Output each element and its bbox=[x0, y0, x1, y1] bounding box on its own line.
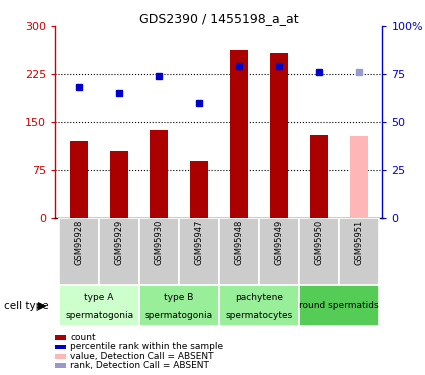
Bar bbox=[190, 161, 208, 218]
Bar bbox=[139, 217, 179, 285]
Bar bbox=[259, 217, 299, 285]
Text: value, Detection Call = ABSENT: value, Detection Call = ABSENT bbox=[70, 352, 214, 361]
Text: type B: type B bbox=[164, 293, 194, 302]
Text: GSM95929: GSM95929 bbox=[115, 219, 124, 265]
Text: GSM95948: GSM95948 bbox=[234, 219, 244, 265]
Bar bbox=[59, 217, 99, 285]
Bar bbox=[219, 217, 259, 285]
Text: count: count bbox=[70, 333, 96, 342]
Text: GSM95951: GSM95951 bbox=[354, 219, 363, 265]
Text: GSM95928: GSM95928 bbox=[75, 219, 84, 265]
Text: pachytene: pachytene bbox=[235, 293, 283, 302]
Text: GSM95947: GSM95947 bbox=[194, 219, 204, 265]
Text: GSM95949: GSM95949 bbox=[274, 219, 283, 265]
Text: spermatogonia: spermatogonia bbox=[145, 311, 213, 320]
Bar bbox=[139, 285, 219, 326]
Bar bbox=[299, 217, 339, 285]
Bar bbox=[230, 51, 248, 217]
Bar bbox=[70, 141, 88, 218]
Text: type A: type A bbox=[85, 293, 114, 302]
Bar bbox=[310, 135, 328, 218]
Title: GDS2390 / 1455198_a_at: GDS2390 / 1455198_a_at bbox=[139, 12, 299, 25]
Bar bbox=[59, 285, 139, 326]
Text: GSM95930: GSM95930 bbox=[155, 219, 164, 265]
Bar bbox=[299, 285, 379, 326]
Text: rank, Detection Call = ABSENT: rank, Detection Call = ABSENT bbox=[70, 361, 209, 370]
Bar bbox=[110, 150, 128, 217]
Bar bbox=[179, 217, 219, 285]
Bar bbox=[350, 136, 368, 218]
Text: spermatocytes: spermatocytes bbox=[225, 311, 292, 320]
Text: round spermatids: round spermatids bbox=[299, 301, 378, 310]
Text: spermatogonia: spermatogonia bbox=[65, 311, 133, 320]
Bar bbox=[339, 217, 379, 285]
Text: cell type: cell type bbox=[4, 301, 49, 310]
Text: GSM95950: GSM95950 bbox=[314, 219, 323, 265]
Bar bbox=[270, 53, 288, 217]
Bar bbox=[219, 285, 299, 326]
Bar bbox=[150, 129, 168, 218]
Text: ▶: ▶ bbox=[38, 301, 47, 310]
Text: percentile rank within the sample: percentile rank within the sample bbox=[70, 342, 223, 351]
Bar bbox=[99, 217, 139, 285]
